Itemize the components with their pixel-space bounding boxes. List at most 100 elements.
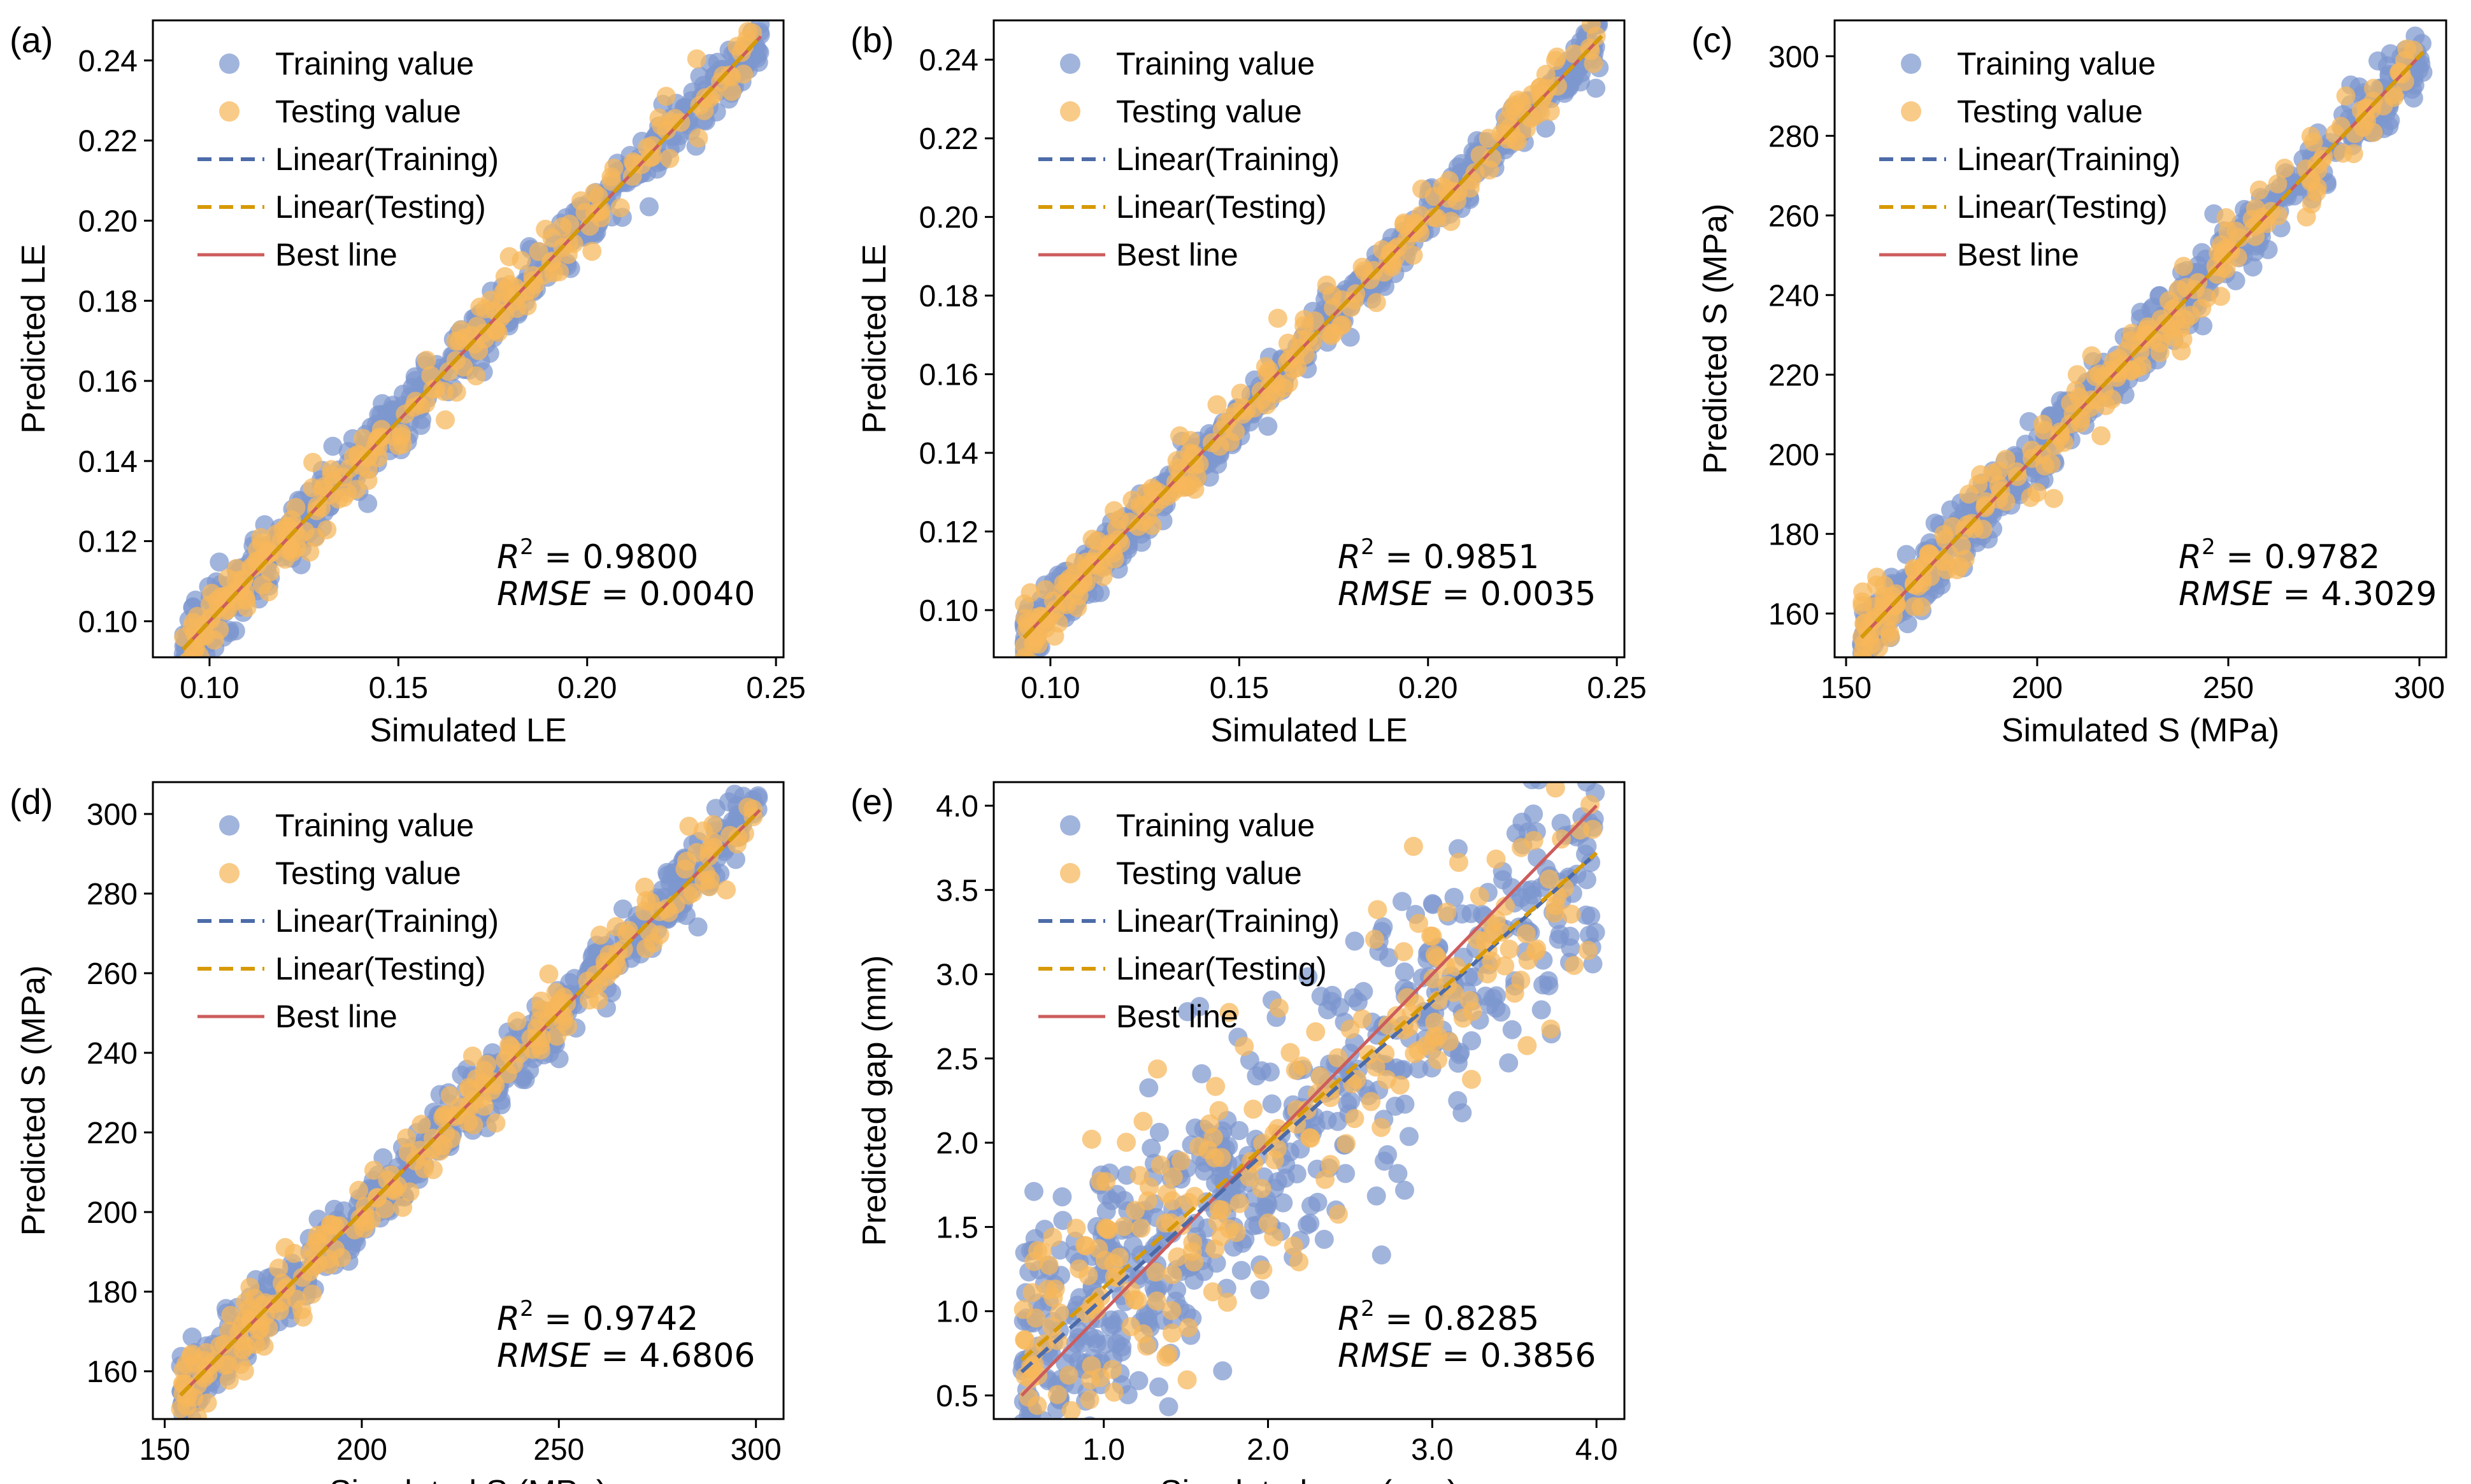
testing-point: [694, 101, 714, 120]
testing-point: [1301, 1129, 1321, 1148]
testing-point: [393, 1197, 413, 1217]
training-point: [1896, 545, 1916, 564]
testing-point: [464, 1115, 483, 1135]
y-tick-label: 4.0: [936, 790, 978, 824]
testing-point: [375, 1199, 394, 1219]
testing-point: [436, 410, 455, 430]
legend-label: Linear(Training): [275, 903, 499, 939]
x-tick-label: 0.25: [1587, 671, 1646, 705]
testing-point: [1428, 1050, 1447, 1069]
testing-point: [602, 961, 622, 981]
legend-label: Testing value: [1116, 94, 1302, 129]
testing-point: [1286, 1060, 1305, 1080]
testing-point: [2169, 280, 2189, 299]
y-tick-label: 260: [87, 957, 138, 991]
testing-point: [433, 1108, 453, 1127]
testing-point: [1983, 464, 2002, 483]
training-point: [1298, 1215, 1317, 1235]
testing-point: [2033, 415, 2052, 434]
training-point: [1449, 839, 1468, 859]
x-tick-label: 0.15: [369, 671, 428, 705]
training-point: [2403, 88, 2423, 108]
x-axis-label: Simulated LE: [369, 712, 566, 749]
testing-point: [1133, 1111, 1153, 1131]
testing-point: [610, 198, 630, 218]
testing-point: [300, 542, 320, 562]
testing-point: [552, 217, 572, 237]
testing-point: [1078, 1266, 1098, 1285]
training-point: [182, 1327, 202, 1347]
legend: Training value Testing value Linear(Traini…: [1038, 46, 1340, 273]
legend-label: Training value: [1116, 808, 1315, 843]
testing-point: [2336, 86, 2356, 106]
testing-point: [589, 990, 608, 1010]
training-point: [1101, 1310, 1121, 1330]
testing-point: [1156, 1347, 1176, 1367]
testing-point: [731, 43, 751, 62]
testing-point: [1538, 79, 1558, 99]
testing-point: [486, 1113, 506, 1133]
testing-point: [412, 1115, 431, 1134]
training-point: [1019, 1421, 1038, 1440]
testing-point: [1427, 208, 1447, 228]
testing-point: [558, 245, 578, 264]
y-tick-label: 2.5: [936, 1043, 978, 1076]
panel-letter: (c): [1691, 20, 1733, 60]
testing-point: [417, 350, 436, 370]
training-point: [491, 1095, 511, 1115]
training-point: [1139, 1078, 1159, 1097]
testing-point: [1163, 1323, 1182, 1343]
testing-point: [1140, 1177, 1159, 1197]
y-tick-label: 280: [1768, 120, 1819, 153]
testing-point: [1518, 950, 1538, 970]
legend-marker: [219, 863, 240, 883]
testing-point: [400, 1182, 420, 1202]
y-tick-label: 300: [87, 798, 138, 832]
legend: Training value Testing value Linear(Traini…: [1879, 46, 2181, 273]
testing-point: [536, 220, 555, 239]
testing-point: [1082, 1129, 1101, 1149]
training-point: [1502, 1020, 1522, 1039]
training-point: [1533, 975, 1553, 995]
testing-point: [1043, 1227, 1063, 1247]
testing-point: [499, 247, 519, 266]
training-point: [1517, 881, 1536, 901]
training-point: [1448, 1053, 1468, 1073]
legend-marker: [1060, 815, 1080, 836]
testing-point: [1183, 1233, 1203, 1253]
testing-point: [1517, 1036, 1537, 1055]
testing-point: [1409, 913, 1428, 933]
testing-point: [364, 1160, 383, 1180]
testing-point: [2395, 72, 2414, 91]
training-point: [1019, 1461, 1038, 1480]
testing-point: [2211, 287, 2231, 306]
training-point: [1499, 1053, 1519, 1073]
training-point: [1213, 1361, 1233, 1381]
testing-point: [2070, 413, 2090, 433]
testing-point: [728, 827, 748, 847]
testing-point: [1565, 44, 1584, 64]
linear-testing-line: [1020, 851, 1598, 1362]
testing-point: [1403, 245, 1423, 265]
testing-point: [1565, 955, 1584, 975]
testing-point: [1131, 1218, 1151, 1238]
testing-point: [1104, 1382, 1124, 1402]
testing-point: [636, 939, 656, 959]
testing-point: [462, 1046, 482, 1066]
training-point: [1400, 1127, 1419, 1146]
testing-point: [1124, 1290, 1144, 1309]
testing-point: [1198, 1140, 1218, 1160]
testing-point: [2249, 180, 2269, 200]
testing-point: [1243, 1099, 1263, 1119]
training-point: [613, 899, 633, 919]
axes-frame: [992, 781, 1626, 1420]
training-point: [1258, 417, 1278, 436]
training-point: [1244, 1202, 1264, 1222]
x-tick-label: 200: [336, 1433, 387, 1467]
testing-point: [392, 434, 412, 454]
testing-point: [322, 465, 341, 485]
training-point: [1502, 878, 1522, 897]
testing-point: [1437, 903, 1457, 922]
training-point: [1142, 1138, 1161, 1158]
training-point: [1448, 1091, 1468, 1111]
